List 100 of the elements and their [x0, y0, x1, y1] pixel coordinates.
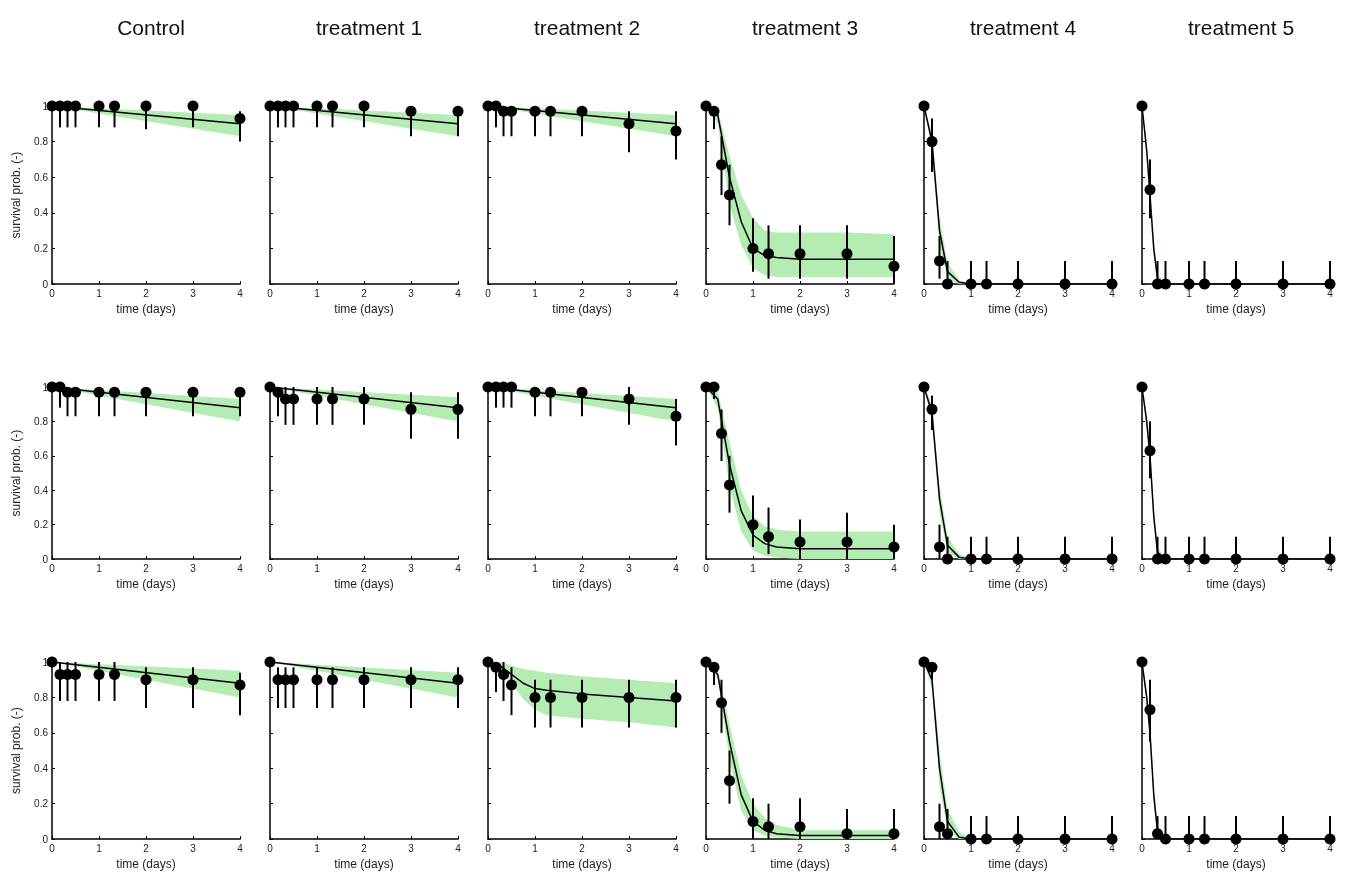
x-tick-label: 1: [750, 842, 757, 854]
x-tick-label: 3: [1062, 287, 1069, 299]
y-axis-title: survival prob. (-): [9, 151, 23, 239]
x-tick-label: 1: [750, 562, 757, 574]
x-axis-title: time (days): [334, 857, 394, 871]
x-tick-label: 1: [96, 842, 103, 854]
x-tick-label: 3: [408, 562, 415, 574]
x-tick-label: 3: [190, 287, 197, 299]
x-axis-title: time (days): [552, 302, 612, 316]
x-tick-label: 2: [797, 287, 804, 299]
x-tick-label: 3: [408, 287, 415, 299]
x-tick-label: 4: [237, 842, 244, 854]
y-tick-label: 0: [42, 553, 49, 565]
x-tick-label: 3: [626, 562, 633, 574]
x-tick-label: 4: [237, 287, 244, 299]
x-axis-title: time (days): [552, 577, 612, 591]
x-tick-label: 2: [1015, 287, 1022, 299]
x-tick-label: 2: [797, 842, 804, 854]
x-tick-label: 4: [1109, 287, 1116, 299]
x-tick-label: 1: [968, 287, 975, 299]
y-axis-title: survival prob. (-): [9, 707, 23, 794]
x-tick-label: 2: [579, 287, 586, 299]
x-tick-label: 4: [891, 287, 898, 299]
x-tick-label: 2: [579, 562, 586, 574]
x-tick-label: 1: [532, 287, 539, 299]
y-tick-label: 0: [42, 278, 49, 290]
x-tick-label: 3: [844, 287, 851, 299]
y-tick-label: 0.8: [34, 691, 49, 703]
x-tick-label: 4: [1109, 562, 1116, 574]
x-tick-label: 4: [891, 842, 898, 854]
x-tick-label: 4: [1109, 842, 1116, 854]
x-tick-label: 3: [844, 562, 851, 574]
x-tick-label: 3: [1280, 287, 1287, 299]
x-tick-label: 0: [1139, 562, 1146, 574]
x-axis-title: time (days): [988, 857, 1048, 871]
x-axis-title: time (days): [1206, 857, 1266, 871]
x-tick-label: 1: [1186, 842, 1193, 854]
x-tick-label: 0: [703, 562, 710, 574]
chart-title: treatment 2: [533, 16, 641, 39]
y-tick-label: 0.2: [34, 242, 49, 254]
x-tick-label: 3: [190, 562, 197, 574]
x-tick-label: 2: [1233, 842, 1240, 854]
x-axis-title: time (days): [988, 577, 1048, 591]
x-tick-label: 2: [143, 287, 150, 299]
x-tick-label: 1: [314, 842, 321, 854]
y-tick-label: 0.2: [34, 519, 49, 531]
y-tick-label: 1: [42, 381, 49, 393]
y-axis-title: survival prob. (-): [9, 429, 23, 517]
x-tick-label: 2: [361, 562, 368, 574]
x-tick-label: 3: [1062, 842, 1069, 854]
x-tick-label: 4: [673, 562, 680, 574]
x-axis-title: time (days): [1206, 302, 1266, 316]
x-tick-label: 1: [532, 562, 539, 574]
x-tick-label: 1: [532, 842, 539, 854]
chart-title: Control: [117, 16, 185, 39]
x-tick-label: 2: [1015, 842, 1022, 854]
x-tick-label: 2: [797, 562, 804, 574]
x-tick-label: 4: [1327, 287, 1334, 299]
chart-title: treatment 4: [969, 16, 1077, 39]
x-tick-label: 1: [96, 562, 103, 574]
y-tick-label: 0.8: [34, 415, 49, 427]
x-tick-label: 2: [361, 287, 368, 299]
x-tick-label: 3: [1062, 562, 1069, 574]
chart-title: treatment 1: [315, 16, 423, 39]
x-tick-label: 1: [1186, 287, 1193, 299]
x-tick-label: 2: [143, 842, 150, 854]
x-axis-title: time (days): [770, 577, 830, 591]
x-tick-label: 0: [485, 287, 492, 299]
y-tick-label: 0.2: [34, 798, 49, 810]
x-axis-title: time (days): [116, 577, 176, 591]
x-tick-label: 0: [267, 842, 274, 854]
x-axis-title: time (days): [116, 302, 176, 316]
x-tick-label: 3: [1280, 842, 1287, 854]
x-tick-label: 3: [626, 287, 633, 299]
x-axis-title: time (days): [770, 857, 830, 871]
x-axis-title: time (days): [552, 857, 612, 871]
x-tick-label: 1: [750, 287, 757, 299]
x-tick-label: 0: [267, 562, 274, 574]
x-tick-label: 1: [314, 562, 321, 574]
x-tick-label: 2: [1233, 287, 1240, 299]
x-axis-title: time (days): [988, 302, 1048, 316]
y-tick-label: 0.8: [34, 136, 49, 148]
x-tick-label: 2: [579, 842, 586, 854]
x-tick-label: 0: [485, 842, 492, 854]
x-axis-title: time (days): [334, 302, 394, 316]
x-tick-label: 4: [237, 562, 244, 574]
x-tick-label: 4: [673, 287, 680, 299]
x-tick-label: 3: [190, 842, 197, 854]
x-tick-label: 2: [143, 562, 150, 574]
y-tick-label: 0.6: [34, 450, 49, 462]
x-axis-title: time (days): [116, 857, 176, 871]
x-tick-label: 0: [921, 287, 928, 299]
x-tick-label: 4: [1327, 842, 1334, 854]
y-tick-label: 0.6: [34, 727, 49, 739]
x-tick-label: 0: [1139, 287, 1146, 299]
x-axis-title: time (days): [770, 302, 830, 316]
x-tick-label: 3: [626, 842, 633, 854]
x-tick-label: 4: [455, 562, 462, 574]
y-tick-label: 0.4: [34, 762, 49, 774]
y-tick-label: 1: [42, 656, 49, 668]
